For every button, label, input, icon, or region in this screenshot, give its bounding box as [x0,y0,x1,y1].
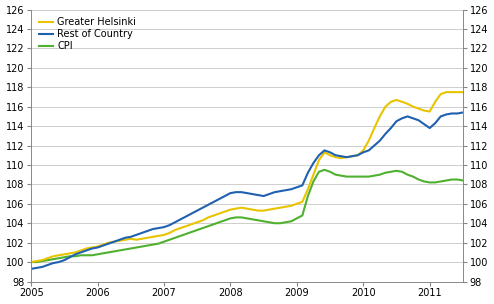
Rest of Country [427,126,433,130]
Greater Helsinki [366,139,372,143]
CPI [45,258,51,262]
Greater Helsinki [371,126,377,130]
Line: Greater Helsinki: Greater Helsinki [31,26,494,262]
Greater Helsinki [427,110,433,113]
Legend: Greater Helsinki, Rest of Country, CPI: Greater Helsinki, Rest of Country, CPI [36,14,139,54]
Line: Rest of Country: Rest of Country [31,74,494,269]
Greater Helsinki [405,102,411,105]
Rest of Country [366,149,372,152]
Line: CPI: CPI [31,128,494,262]
CPI [371,174,377,178]
Rest of Country [371,144,377,147]
Greater Helsinki [28,260,34,264]
CPI [427,181,433,184]
CPI [405,173,411,177]
Rest of Country [45,263,51,267]
Rest of Country [28,267,34,271]
Rest of Country [405,115,411,118]
CPI [366,175,372,178]
CPI [28,260,34,264]
Greater Helsinki [45,256,51,260]
